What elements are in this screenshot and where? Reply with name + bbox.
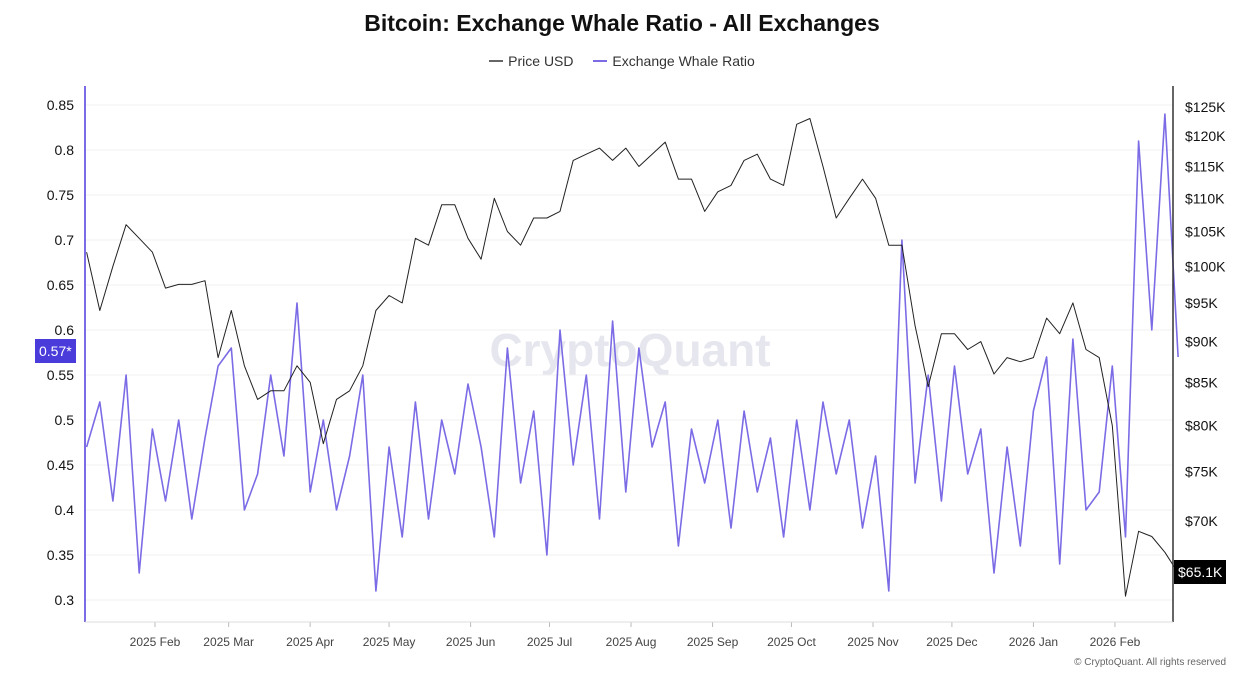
left-axis-tick-label: 0.4	[55, 502, 75, 518]
legend-label-ratio: Exchange Whale Ratio	[612, 53, 755, 69]
x-axis-tick-label: 2025 Apr	[286, 635, 334, 649]
exchange-whale-ratio-line	[85, 113, 1179, 592]
left-axis-tick-label: 0.6	[55, 322, 75, 338]
x-axis-tick-label: 2025 Feb	[130, 635, 181, 649]
right-axis-tick-label: $80K	[1185, 418, 1218, 434]
left-axis-tick-label: 0.55	[47, 367, 74, 383]
x-axis-tick-label: 2026 Jan	[1009, 635, 1058, 649]
watermark: CryptoQuant	[489, 324, 770, 376]
price-usd-line	[86, 118, 1179, 597]
right-axis-tick-label: $105K	[1185, 223, 1226, 239]
chart-title: Bitcoin: Exchange Whale Ratio - All Exch…	[364, 10, 880, 36]
left-axis-tick-label: 0.35	[47, 547, 74, 563]
right-axis-tick-label: $120K	[1185, 128, 1226, 144]
x-axis-tick-label: 2025 Sep	[687, 635, 739, 649]
x-axis-tick-label: 2025 Oct	[767, 635, 816, 649]
price-last-value-badge: $65.1K	[1174, 560, 1227, 584]
x-axis-tick-label: 2025 May	[363, 635, 416, 649]
left-axis-tick-label: 0.5	[55, 412, 75, 428]
right-axis-tick-label: $75K	[1185, 464, 1218, 480]
right-axis-tick-label: $85K	[1185, 374, 1218, 390]
left-axis-tick-label: 0.85	[47, 97, 74, 113]
right-axis-tick-label: $70K	[1185, 513, 1218, 529]
right-axis-tick-label: $115K	[1185, 159, 1225, 175]
x-axis-tick-label: 2025 Aug	[606, 635, 657, 649]
x-axis-tick-label: 2025 Dec	[926, 635, 977, 649]
right-axis-tick-label: $100K	[1185, 258, 1226, 274]
x-axis-tick-label: 2025 Nov	[847, 635, 898, 649]
left-axis-tick-label: 0.8	[55, 142, 75, 158]
right-axis-tick-label: $95K	[1185, 295, 1218, 311]
right-axis-tick-label: $125K	[1185, 99, 1226, 115]
x-axis-tick-label: 2025 Mar	[203, 635, 254, 649]
legend-item-price[interactable]: Price USD	[489, 53, 574, 69]
legend-label-price: Price USD	[508, 53, 574, 69]
left-axis-tick-label: 0.3	[55, 592, 75, 608]
copyright-footer: © CryptoQuant. All rights reserved	[1074, 657, 1226, 668]
left-axis-tick-label: 0.7	[55, 232, 75, 248]
x-axis-tick-label: 2025 Jun	[446, 635, 495, 649]
legend: Price USD Exchange Whale Ratio	[0, 49, 1244, 69]
right-axis-tick-label: $110K	[1185, 190, 1225, 206]
x-axis-tick-label: 2025 Jul	[527, 635, 572, 649]
left-axis-tick-label: 0.75	[47, 187, 74, 203]
right-axis-tick-label: $90K	[1185, 334, 1218, 350]
left-axis-tick-label: 0.65	[47, 277, 74, 293]
x-axis-tick-label: 2026 Feb	[1090, 635, 1141, 649]
legend-item-ratio[interactable]: Exchange Whale Ratio	[593, 53, 755, 69]
ratio-last-value-badge: 0.57*	[35, 339, 76, 363]
left-axis-tick-label: 0.45	[47, 457, 74, 473]
